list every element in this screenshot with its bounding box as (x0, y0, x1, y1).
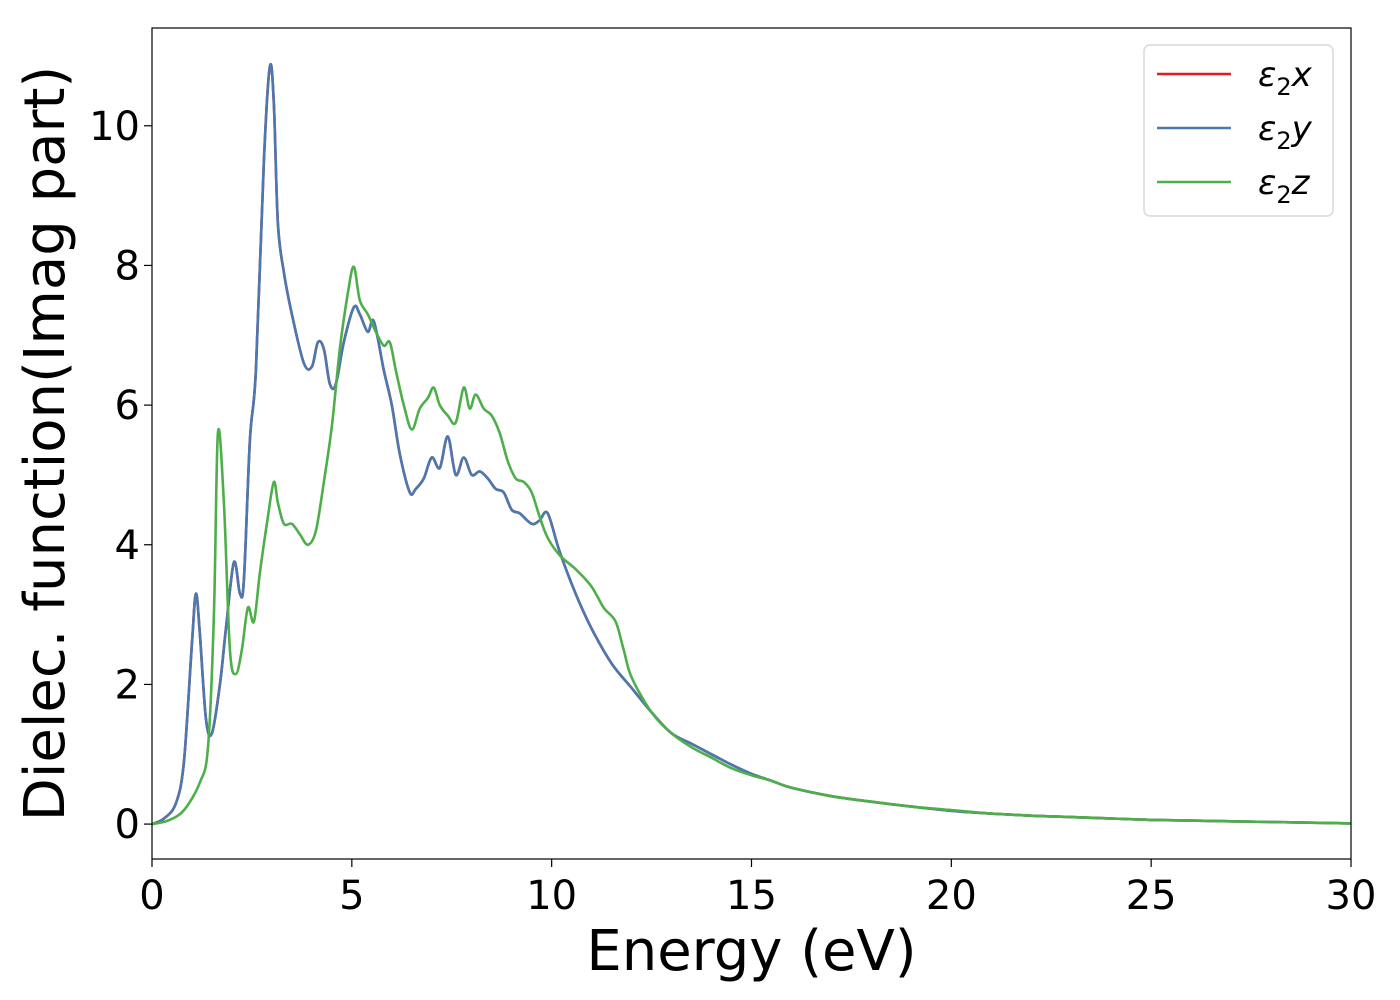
x-tick-label: 0 (139, 873, 164, 919)
y-tick-label: 10 (89, 104, 140, 150)
series-layer (152, 63, 1351, 826)
legend-var: x (1291, 55, 1313, 95)
legend-subscript: 2 (1276, 127, 1291, 155)
x-tick-label: 15 (726, 873, 777, 919)
legend-box (1143, 44, 1334, 217)
legend-var: y (1291, 109, 1313, 149)
x-axis-title: Energy (eV) (586, 919, 916, 984)
legend-label-x: ε2x (1258, 55, 1313, 101)
legend-label-y: ε2y (1258, 109, 1313, 155)
legend-label-z: ε2z (1258, 163, 1311, 209)
y-tick-label: 8 (115, 243, 140, 289)
x-tick-label: 20 (926, 873, 977, 919)
legend-subscript: 2 (1276, 73, 1291, 101)
legend-epsilon: ε (1258, 109, 1276, 149)
y-axis-ticks: 0 2 4 6 8 10 (89, 104, 152, 848)
legend-epsilon: ε (1258, 163, 1276, 203)
x-tick-label: 10 (526, 873, 577, 919)
x-tick-label: 30 (1326, 873, 1377, 919)
y-tick-label: 2 (115, 662, 140, 708)
legend-epsilon: ε (1258, 55, 1276, 95)
legend-var: z (1291, 163, 1311, 203)
y-axis-title: Dielec. function(Imag part) (13, 66, 78, 822)
y-tick-label: 4 (115, 523, 140, 569)
x-tick-label: 5 (339, 873, 364, 919)
legend-subscript: 2 (1276, 181, 1291, 209)
y-tick-label: 0 (115, 802, 140, 848)
series-line-z (152, 265, 1351, 826)
x-tick-label: 25 (1126, 873, 1177, 919)
x-axis-ticks: 0 5 10 15 20 25 30 (139, 859, 1376, 919)
y-tick-label: 6 (115, 383, 140, 429)
